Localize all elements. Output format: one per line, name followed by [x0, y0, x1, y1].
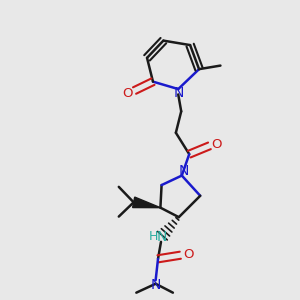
Polygon shape — [133, 197, 160, 208]
Text: O: O — [212, 138, 222, 151]
Text: O: O — [183, 248, 193, 261]
Text: N: N — [174, 85, 184, 100]
Text: N: N — [157, 230, 167, 244]
Text: H: H — [149, 230, 158, 243]
Text: O: O — [122, 87, 132, 100]
Text: N: N — [151, 278, 161, 292]
Text: N: N — [179, 164, 189, 178]
